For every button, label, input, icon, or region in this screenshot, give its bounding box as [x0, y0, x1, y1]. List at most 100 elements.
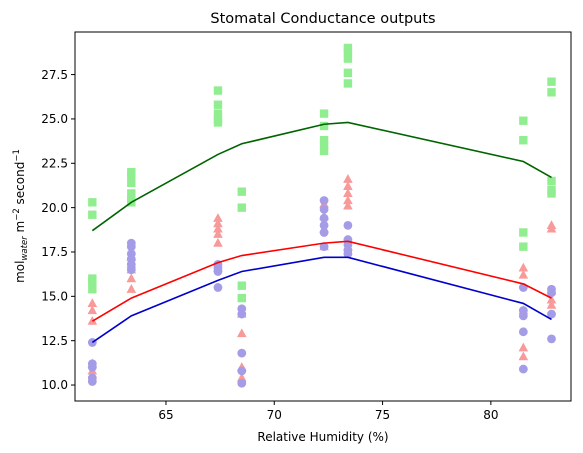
scatter-point-square-20	[319, 109, 329, 118]
series-line-green_line	[91, 121, 552, 232]
y-tick-label-6: 25.0	[41, 112, 68, 126]
x-axis: 65 70 75 80	[158, 401, 499, 422]
scatter-point-triangle-30	[518, 262, 529, 272]
scatter-point-circle-38	[547, 309, 556, 319]
scatter-point-circle-34	[518, 327, 528, 337]
scatter-point-triangle-24	[343, 174, 353, 183]
scatter-point-square-18	[237, 281, 246, 290]
scatter-point-circle-13	[213, 267, 223, 276]
scatter-point-triangle-13	[213, 229, 223, 238]
y-axis-label-sub: water	[20, 236, 30, 261]
scatter-point-triangle-0	[87, 298, 98, 308]
chart-title: Stomatal Conductance outputs	[210, 11, 435, 27]
scatter-point-triangle-25	[343, 181, 353, 190]
scatter-point-circle-22	[319, 213, 329, 223]
scatter-point-square-6	[127, 171, 136, 180]
scatter-point-square-7	[127, 178, 136, 187]
y-axis-label-sup2: −1	[12, 149, 22, 162]
scatter-point-triangle-8	[126, 273, 137, 283]
scatter-point-triangle-39	[546, 300, 557, 309]
scatter-point-square-19	[237, 293, 246, 303]
scatter-point-circle-25	[319, 242, 329, 252]
scatter-point-triangle-19	[236, 372, 247, 382]
scatter-point-square-23	[319, 141, 329, 150]
y-axis-label-sup1: −2	[12, 208, 22, 221]
y-axis-label: molwater m−2 second−1	[12, 149, 30, 283]
scatter-point-square-29	[343, 79, 353, 88]
scatter-point-square-8	[127, 189, 136, 198]
scatter-point-circle-4	[87, 377, 97, 386]
x-tick-label-3: 80	[483, 408, 498, 422]
scatter-point-square-13	[213, 109, 223, 118]
scatter-point-triangle-12	[213, 223, 223, 233]
scatter-point-square-11	[213, 86, 223, 95]
scatter-point-circle-19	[237, 378, 247, 388]
y-tick-label-2: 15.0	[41, 290, 68, 304]
scatter-point-square-21	[319, 121, 329, 131]
x-tick-label-2: 75	[375, 408, 390, 422]
plot-area	[87, 43, 557, 388]
scatter-point-square-32	[519, 228, 528, 237]
y-axis-label-main: mol	[13, 261, 27, 283]
scatter-point-circle-33	[518, 311, 528, 321]
scatter-point-circle-35	[518, 364, 528, 374]
scatter-point-circle-2	[87, 362, 97, 372]
scatter-point-square-35	[547, 88, 556, 97]
scatter-point-square-26	[343, 47, 353, 56]
scatter-point-square-15	[213, 118, 223, 127]
scatter-point-circle-14	[213, 283, 223, 292]
scatter-point-triangle-11	[213, 218, 223, 228]
scatter-point-triangle-36	[546, 223, 557, 233]
plot-frame	[74, 31, 572, 402]
y-tick-label-5: 22.5	[41, 156, 68, 170]
scatter-point-square-4	[88, 285, 97, 294]
y-tick-label-0: 10.0	[41, 378, 68, 392]
scatter-point-square-24	[319, 146, 329, 156]
scatter-point-circle-16	[237, 309, 247, 319]
scatter-point-triangle-34	[518, 351, 529, 361]
scatter-point-square-12	[213, 100, 223, 109]
series-line-blue_line	[91, 256, 552, 344]
scatter-point-triangle-9	[126, 284, 137, 293]
scatter-point-circle-39	[547, 334, 556, 344]
scatter-point-square-3	[88, 277, 97, 287]
x-tick-label-0: 65	[158, 408, 173, 422]
scatter-point-triangle-33	[518, 342, 529, 352]
scatter-point-circle-21	[319, 205, 329, 214]
scatter-point-circle-17	[237, 348, 247, 358]
scatter-point-triangle-1	[87, 305, 98, 315]
scatter-point-triangle-10	[213, 213, 223, 222]
scatter-point-square-28	[343, 68, 353, 78]
scatter-point-square-31	[519, 136, 528, 145]
scatter-point-triangle-26	[343, 188, 353, 198]
scatter-point-triangle-31	[518, 269, 529, 279]
scatter-point-square-0	[88, 198, 97, 207]
scatter-point-square-22	[319, 136, 329, 145]
y-tick-label-1: 12.5	[41, 334, 68, 348]
y-tick-label-7: 27.5	[41, 68, 68, 82]
scatter-point-square-27	[343, 54, 353, 63]
scatter-point-circle-30	[343, 249, 353, 259]
y-axis: 10.0 12.5 15.0 17.5 20.0 22.5 25.0 27.5	[41, 68, 75, 392]
y-axis-label-units2: second	[13, 162, 27, 209]
y-axis-label-units1: m	[13, 221, 27, 237]
scatter-point-circle-24	[319, 228, 329, 237]
y-tick-label-4: 20.0	[41, 201, 68, 215]
x-axis-label: Relative Humidity (%)	[257, 430, 388, 444]
scatter-point-circle-37	[547, 288, 556, 298]
scatter-point-circle-23	[319, 220, 329, 230]
scatter-point-circle-20	[319, 196, 329, 205]
scatter-point-square-36	[547, 176, 556, 186]
scatter-point-triangle-28	[343, 200, 353, 210]
scatter-point-triangle-38	[546, 294, 557, 304]
series-line-red_line	[91, 240, 552, 322]
scatter-point-circle-10	[126, 265, 136, 275]
scatter-point-triangle-17	[236, 328, 247, 338]
scatter-point-circle-26	[343, 220, 353, 230]
scatter-point-square-38	[547, 189, 556, 198]
scatter-point-square-34	[547, 77, 556, 86]
scatter-point-triangle-14	[213, 237, 223, 247]
x-tick-label-1: 70	[267, 408, 282, 422]
